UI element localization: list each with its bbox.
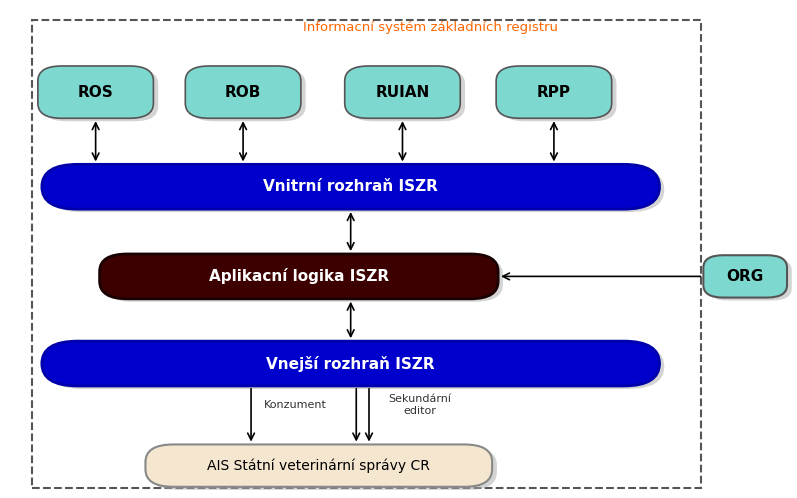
FancyBboxPatch shape <box>496 66 612 119</box>
FancyBboxPatch shape <box>349 69 465 122</box>
Text: Informacní systém základních registru: Informacní systém základních registru <box>303 21 558 34</box>
Text: Vnejší rozhraň ISZR: Vnejší rozhraň ISZR <box>266 356 435 372</box>
Text: ROS: ROS <box>78 85 113 100</box>
FancyBboxPatch shape <box>190 69 305 122</box>
Text: Sekundární
editor: Sekundární editor <box>388 394 452 416</box>
FancyBboxPatch shape <box>42 69 158 122</box>
Text: Aplikacní logika ISZR: Aplikacní logika ISZR <box>209 268 389 284</box>
FancyBboxPatch shape <box>46 167 664 212</box>
FancyBboxPatch shape <box>38 66 153 119</box>
FancyBboxPatch shape <box>100 254 498 299</box>
Text: RPP: RPP <box>537 85 571 100</box>
Text: Konzument: Konzument <box>264 400 326 410</box>
FancyBboxPatch shape <box>501 69 616 122</box>
FancyBboxPatch shape <box>41 164 660 209</box>
FancyBboxPatch shape <box>704 255 787 297</box>
FancyBboxPatch shape <box>46 344 664 389</box>
FancyBboxPatch shape <box>344 66 460 119</box>
FancyBboxPatch shape <box>708 258 792 300</box>
FancyBboxPatch shape <box>41 341 660 386</box>
FancyBboxPatch shape <box>104 257 503 302</box>
FancyBboxPatch shape <box>145 444 493 487</box>
Text: ORG: ORG <box>727 269 764 284</box>
FancyBboxPatch shape <box>185 66 300 119</box>
FancyBboxPatch shape <box>151 447 497 490</box>
Text: Vnitrní rozhraň ISZR: Vnitrní rozhraň ISZR <box>263 179 438 194</box>
Text: RUIAN: RUIAN <box>375 85 430 100</box>
Text: ROB: ROB <box>225 85 261 100</box>
Text: AIS Státní veterinární správy CR: AIS Státní veterinární správy CR <box>207 458 430 473</box>
